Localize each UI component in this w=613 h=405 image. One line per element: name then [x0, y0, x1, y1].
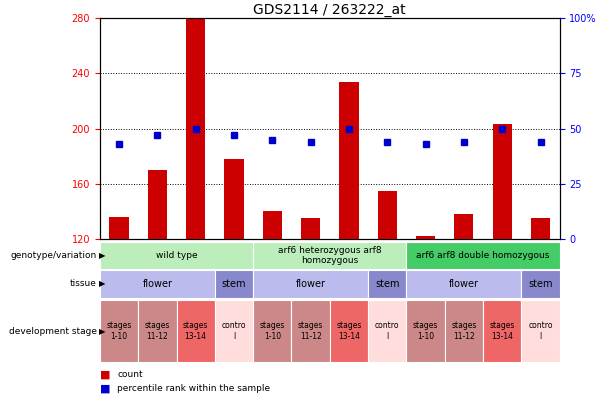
Text: ■: ■ [100, 370, 110, 379]
Bar [330, 300, 368, 362]
Text: stages
1-10: stages 1-10 [107, 322, 132, 341]
Text: stages
11-12: stages 11-12 [298, 322, 323, 341]
Bar [100, 242, 253, 269]
Bar [406, 242, 560, 269]
Bar [493, 124, 512, 239]
Text: stem: stem [528, 279, 553, 289]
Bar [253, 242, 406, 269]
Text: stages
13-14: stages 13-14 [183, 322, 208, 341]
Bar [148, 170, 167, 239]
Text: stages
1-10: stages 1-10 [413, 322, 438, 341]
Bar [177, 300, 215, 362]
Bar [301, 218, 320, 239]
Text: contro
l: contro l [528, 322, 553, 341]
Bar [186, 18, 205, 239]
Text: stem: stem [375, 279, 400, 289]
Bar [253, 270, 368, 298]
Text: count: count [117, 370, 143, 379]
Bar [445, 300, 483, 362]
Bar [521, 300, 560, 362]
Bar [454, 214, 473, 239]
Text: stages
11-12: stages 11-12 [451, 322, 476, 341]
Bar [215, 270, 253, 298]
Bar [378, 191, 397, 239]
Text: development stage: development stage [9, 326, 97, 336]
Text: flower: flower [295, 279, 326, 289]
Bar [483, 300, 521, 362]
Bar [531, 218, 550, 239]
Bar [215, 300, 253, 362]
Text: flower: flower [142, 279, 172, 289]
Bar [368, 270, 406, 298]
Text: stages
13-14: stages 13-14 [337, 322, 362, 341]
Text: stages
13-14: stages 13-14 [490, 322, 515, 341]
Text: genotype/variation: genotype/variation [10, 251, 97, 260]
Text: stages
1-10: stages 1-10 [260, 322, 285, 341]
Text: arf6 heterozygous arf8
homozygous: arf6 heterozygous arf8 homozygous [278, 246, 382, 265]
Bar [100, 270, 215, 298]
Text: ▶: ▶ [99, 326, 106, 336]
Bar [340, 82, 359, 239]
Text: tissue: tissue [70, 279, 97, 288]
Bar [406, 300, 445, 362]
Bar [253, 300, 292, 362]
Bar [110, 217, 129, 239]
Bar [368, 300, 406, 362]
Title: GDS2114 / 263222_at: GDS2114 / 263222_at [254, 3, 406, 17]
Text: contro
l: contro l [375, 322, 400, 341]
Text: wild type: wild type [156, 251, 197, 260]
Bar [138, 300, 177, 362]
Text: ▶: ▶ [99, 251, 106, 260]
Text: stages
11-12: stages 11-12 [145, 322, 170, 341]
Text: ■: ■ [100, 384, 110, 394]
Bar [224, 159, 243, 239]
Text: ▶: ▶ [99, 279, 106, 288]
Bar [100, 300, 138, 362]
Bar [292, 300, 330, 362]
Bar [416, 236, 435, 239]
Text: stem: stem [222, 279, 246, 289]
Text: contro
l: contro l [222, 322, 246, 341]
Text: arf6 arf8 double homozygous: arf6 arf8 double homozygous [416, 251, 550, 260]
Bar [521, 270, 560, 298]
Bar [406, 270, 521, 298]
Text: percentile rank within the sample: percentile rank within the sample [117, 384, 270, 393]
Text: flower: flower [449, 279, 479, 289]
Bar [263, 211, 282, 239]
